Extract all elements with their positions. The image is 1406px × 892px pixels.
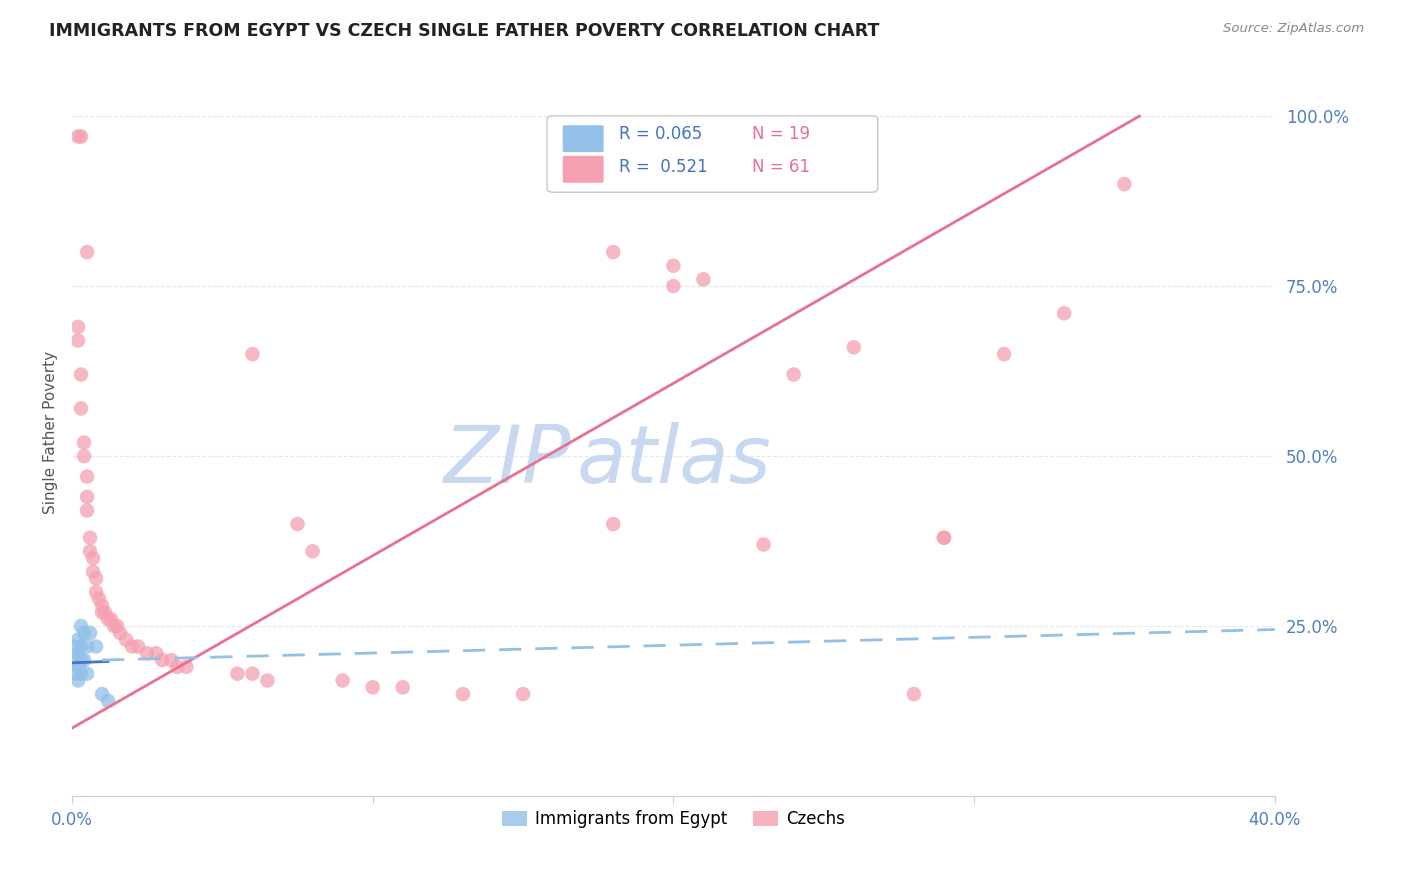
Point [145, 646, 167, 660]
Point [76, 245, 98, 260]
Text: N = 61: N = 61 [752, 158, 810, 176]
Point [66, 319, 89, 334]
Point [76, 469, 98, 483]
Legend: Immigrants from Egypt, Czechs: Immigrants from Egypt, Czechs [495, 804, 852, 835]
Point [1114, 177, 1136, 191]
Point [993, 347, 1015, 361]
Text: N = 19: N = 19 [752, 125, 810, 143]
Point [66, 646, 89, 660]
Point [602, 245, 624, 260]
Point [82, 551, 104, 566]
Point [752, 537, 775, 551]
Point [66, 673, 89, 688]
Point [103, 619, 125, 633]
Point [70, 619, 93, 633]
Point [76, 666, 98, 681]
Point [97, 612, 120, 626]
Point [100, 612, 122, 626]
Point [301, 544, 323, 558]
Point [63, 653, 86, 667]
Point [602, 517, 624, 532]
Point [79, 544, 101, 558]
Point [391, 681, 413, 695]
Point [662, 259, 685, 273]
Point [63, 640, 86, 654]
Point [73, 449, 96, 463]
Point [73, 653, 96, 667]
Point [87, 591, 110, 606]
Point [73, 626, 96, 640]
Point [91, 599, 114, 613]
Point [70, 666, 93, 681]
Point [66, 129, 89, 144]
Point [70, 401, 93, 416]
Point [361, 681, 384, 695]
Point [903, 687, 925, 701]
Point [84, 585, 107, 599]
Point [121, 640, 143, 654]
Point [115, 632, 138, 647]
Point [160, 653, 183, 667]
Text: atlas: atlas [576, 423, 772, 500]
Text: IMMIGRANTS FROM EGYPT VS CZECH SINGLE FATHER POVERTY CORRELATION CHART: IMMIGRANTS FROM EGYPT VS CZECH SINGLE FA… [49, 22, 880, 40]
Point [242, 666, 264, 681]
Point [782, 368, 804, 382]
Point [76, 503, 98, 517]
Point [97, 694, 120, 708]
Point [662, 279, 685, 293]
FancyBboxPatch shape [547, 116, 877, 192]
Point [70, 368, 93, 382]
Point [842, 340, 865, 354]
Point [332, 673, 354, 688]
Point [108, 626, 131, 640]
Point [79, 531, 101, 545]
Point [76, 490, 98, 504]
Point [451, 687, 474, 701]
Point [256, 673, 278, 688]
Point [94, 606, 117, 620]
Point [70, 653, 93, 667]
Text: R = 0.065: R = 0.065 [619, 125, 703, 143]
Point [287, 517, 309, 532]
Point [932, 531, 955, 545]
Point [150, 653, 173, 667]
Text: Source: ZipAtlas.com: Source: ZipAtlas.com [1223, 22, 1364, 36]
Point [70, 129, 93, 144]
Point [226, 666, 249, 681]
Point [127, 640, 149, 654]
Point [91, 687, 114, 701]
Point [73, 435, 96, 450]
Point [66, 334, 89, 348]
Point [82, 565, 104, 579]
Point [84, 640, 107, 654]
Point [174, 660, 197, 674]
Point [512, 687, 534, 701]
Point [66, 632, 89, 647]
Point [105, 619, 128, 633]
Text: R =  0.521: R = 0.521 [619, 158, 709, 176]
Point [63, 666, 86, 681]
Point [1053, 306, 1076, 320]
Point [932, 531, 955, 545]
Point [70, 640, 93, 654]
Point [91, 606, 114, 620]
Text: ZIP: ZIP [444, 423, 571, 500]
Point [84, 572, 107, 586]
FancyBboxPatch shape [562, 125, 603, 153]
Point [79, 626, 101, 640]
Point [242, 347, 264, 361]
Point [76, 640, 98, 654]
Point [66, 660, 89, 674]
FancyBboxPatch shape [562, 156, 603, 183]
Y-axis label: Single Father Poverty: Single Father Poverty [44, 351, 58, 514]
Point [166, 660, 188, 674]
Point [136, 646, 159, 660]
Point [692, 272, 714, 286]
